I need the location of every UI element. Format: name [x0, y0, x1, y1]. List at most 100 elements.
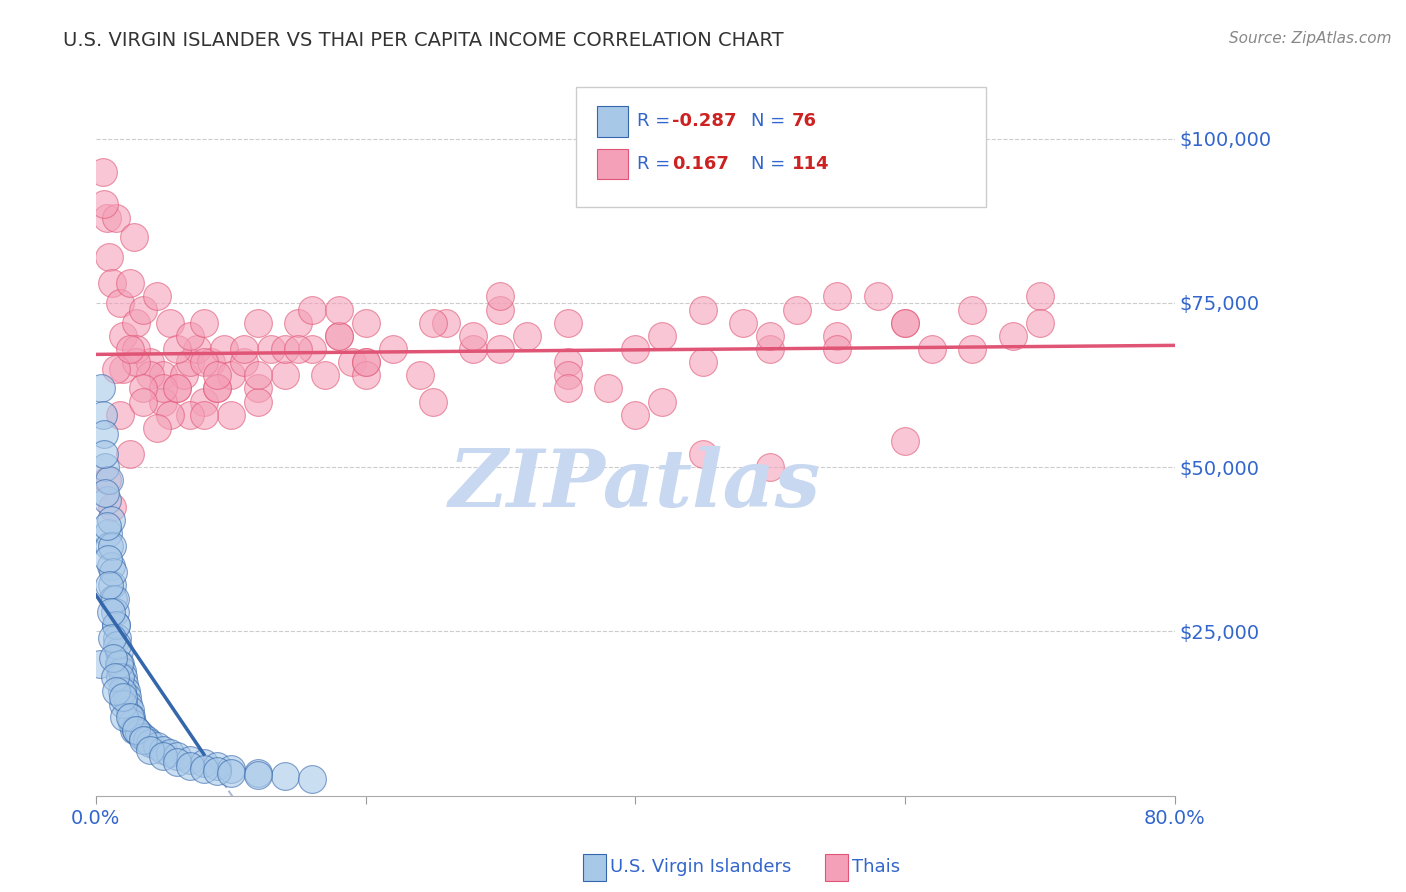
Point: [463, 328, 485, 343]
Point: [101, 539, 124, 553]
Point: [89, 657, 111, 672]
Point: [101, 500, 124, 514]
Point: [100, 558, 122, 573]
Point: [122, 723, 145, 737]
Point: [219, 766, 242, 780]
Point: [105, 683, 128, 698]
Point: [101, 277, 124, 291]
Point: [219, 408, 242, 422]
Point: [111, 328, 134, 343]
Point: [103, 650, 125, 665]
Point: [111, 671, 134, 685]
Point: [118, 447, 141, 461]
Point: [422, 316, 444, 330]
Point: [90, 381, 112, 395]
Point: [111, 361, 134, 376]
Point: [786, 302, 808, 317]
Point: [114, 683, 136, 698]
Point: [145, 421, 167, 435]
FancyBboxPatch shape: [576, 87, 986, 207]
Point: [624, 408, 647, 422]
Point: [354, 316, 377, 330]
Point: [125, 723, 148, 737]
Point: [166, 381, 188, 395]
Point: [1028, 316, 1050, 330]
Point: [91, 408, 114, 422]
Point: [111, 690, 134, 705]
Point: [118, 710, 141, 724]
Point: [125, 723, 148, 737]
Point: [193, 394, 215, 409]
Point: [328, 328, 350, 343]
Point: [894, 316, 917, 330]
Point: [101, 631, 124, 645]
Point: [827, 289, 849, 303]
Point: [651, 394, 673, 409]
Bar: [598, 149, 627, 179]
Point: [212, 342, 235, 356]
Point: [139, 736, 162, 750]
Point: [128, 726, 150, 740]
Point: [179, 328, 201, 343]
Point: [827, 342, 849, 356]
Point: [193, 756, 215, 770]
Text: -0.287: -0.287: [672, 112, 737, 130]
Point: [246, 394, 269, 409]
Point: [108, 296, 131, 310]
Point: [98, 539, 121, 553]
Point: [93, 427, 115, 442]
Point: [179, 753, 201, 767]
Text: ZIPatlas: ZIPatlas: [449, 446, 821, 524]
Point: [193, 762, 215, 776]
Point: [233, 355, 256, 369]
Point: [159, 408, 181, 422]
Point: [105, 618, 128, 632]
Point: [93, 447, 115, 461]
Text: N =: N =: [751, 155, 785, 173]
Point: [108, 657, 131, 672]
Point: [354, 368, 377, 383]
Point: [246, 765, 269, 780]
Point: [104, 591, 127, 606]
Point: [340, 355, 363, 369]
Text: N =: N =: [751, 112, 785, 130]
Point: [193, 355, 215, 369]
Point: [759, 342, 782, 356]
Text: Thais: Thais: [852, 858, 900, 877]
Point: [1001, 328, 1024, 343]
Point: [132, 394, 155, 409]
Point: [96, 211, 118, 225]
Point: [651, 328, 673, 343]
Point: [100, 605, 122, 619]
Point: [139, 743, 162, 757]
Point: [692, 355, 714, 369]
Point: [166, 342, 188, 356]
Point: [489, 302, 512, 317]
Point: [120, 710, 142, 724]
Point: [107, 638, 129, 652]
Point: [179, 355, 201, 369]
Point: [103, 566, 125, 580]
Text: 0.167: 0.167: [672, 155, 728, 173]
Text: 76: 76: [792, 112, 817, 130]
Point: [422, 394, 444, 409]
Point: [287, 342, 309, 356]
Point: [207, 759, 229, 773]
Point: [759, 328, 782, 343]
Point: [463, 342, 485, 356]
Point: [233, 342, 256, 356]
Point: [173, 368, 195, 383]
Point: [260, 342, 283, 356]
Point: [557, 368, 579, 383]
Point: [125, 316, 148, 330]
Point: [246, 768, 269, 782]
Point: [125, 355, 148, 369]
Text: R =: R =: [637, 155, 676, 173]
Point: [287, 316, 309, 330]
Point: [105, 361, 128, 376]
Point: [111, 697, 134, 711]
Bar: [583, 854, 606, 881]
Point: [301, 302, 323, 317]
Point: [246, 381, 269, 395]
Point: [118, 342, 141, 356]
